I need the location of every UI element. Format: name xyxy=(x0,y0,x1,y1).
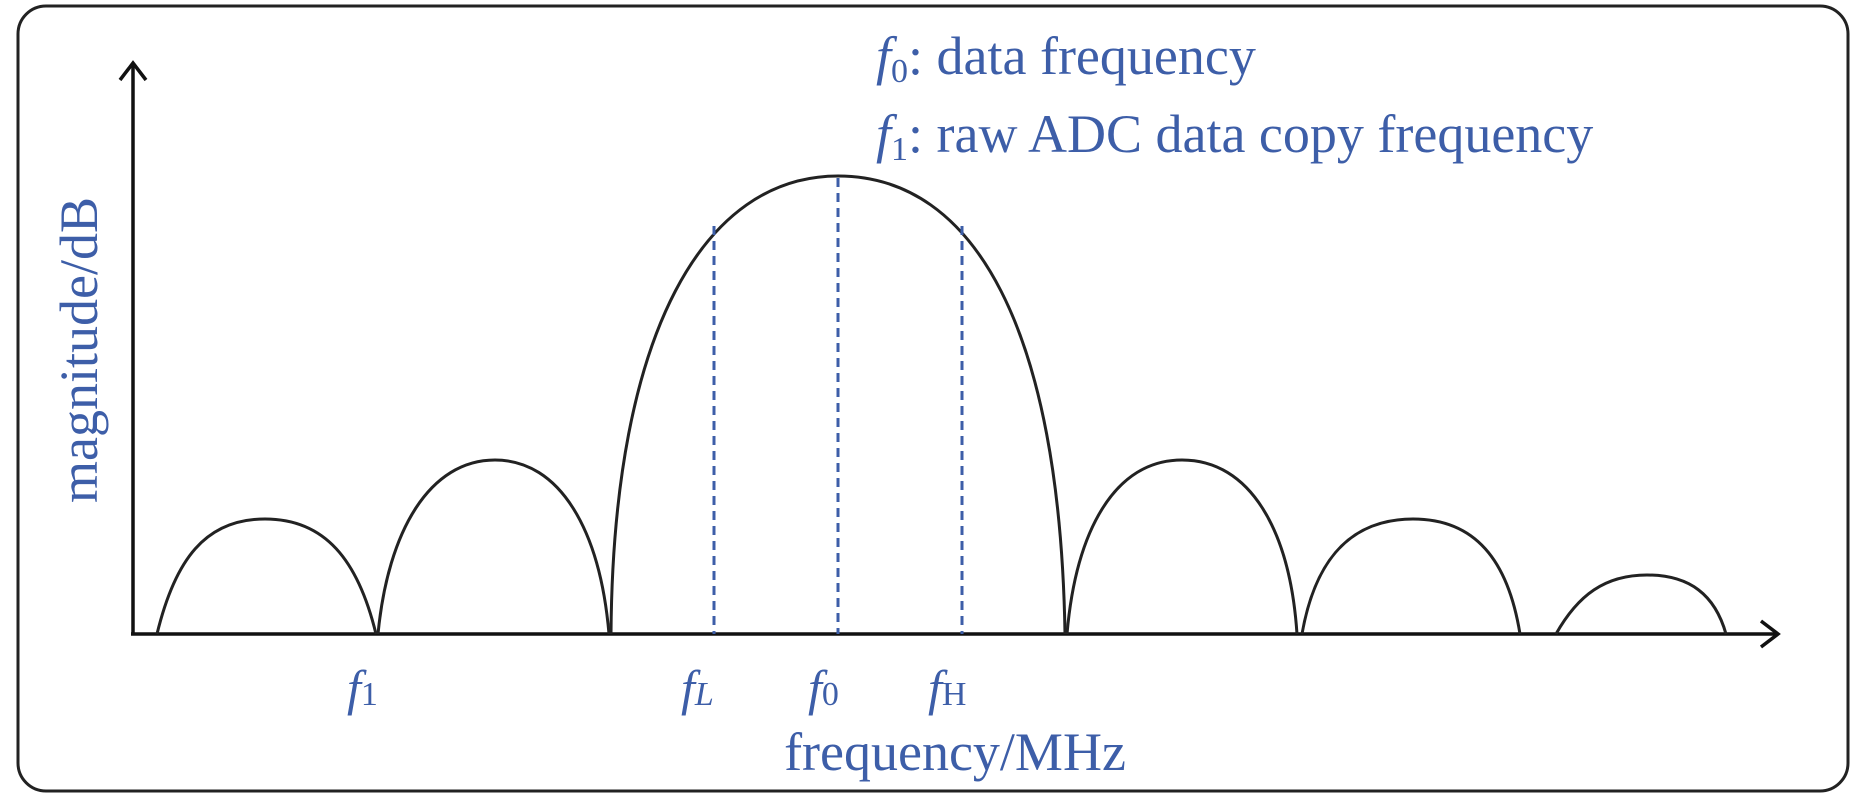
legend-item-data-frequency: f0: data frequency xyxy=(876,26,1256,90)
side-lobe-left-2 xyxy=(155,517,378,635)
axes xyxy=(118,60,1781,649)
marker-label-fH: fH xyxy=(928,660,966,716)
side-lobe-left-1 xyxy=(376,458,611,635)
main-lobe xyxy=(609,174,1067,635)
marker-label-f1: f1 xyxy=(347,660,378,716)
legend-item-copy-frequency: f1: raw ADC data copy frequency xyxy=(876,104,1593,168)
x-axis-label: frequency/MHz xyxy=(784,722,1126,782)
spectrum-curve xyxy=(155,174,1728,635)
y-axis-label: magnitude/dB xyxy=(49,197,109,503)
side-lobe-right-2 xyxy=(1300,517,1522,635)
x-axis-arrow xyxy=(1759,619,1781,649)
marker-label-fL: fL xyxy=(681,660,714,716)
side-lobe-right-3 xyxy=(1554,573,1728,635)
outer-frame xyxy=(16,4,1850,793)
y-axis-arrow xyxy=(118,60,148,82)
marker-lines xyxy=(712,178,964,634)
marker-label-f0: f0 xyxy=(808,660,839,716)
side-lobe-right-1 xyxy=(1065,458,1299,635)
